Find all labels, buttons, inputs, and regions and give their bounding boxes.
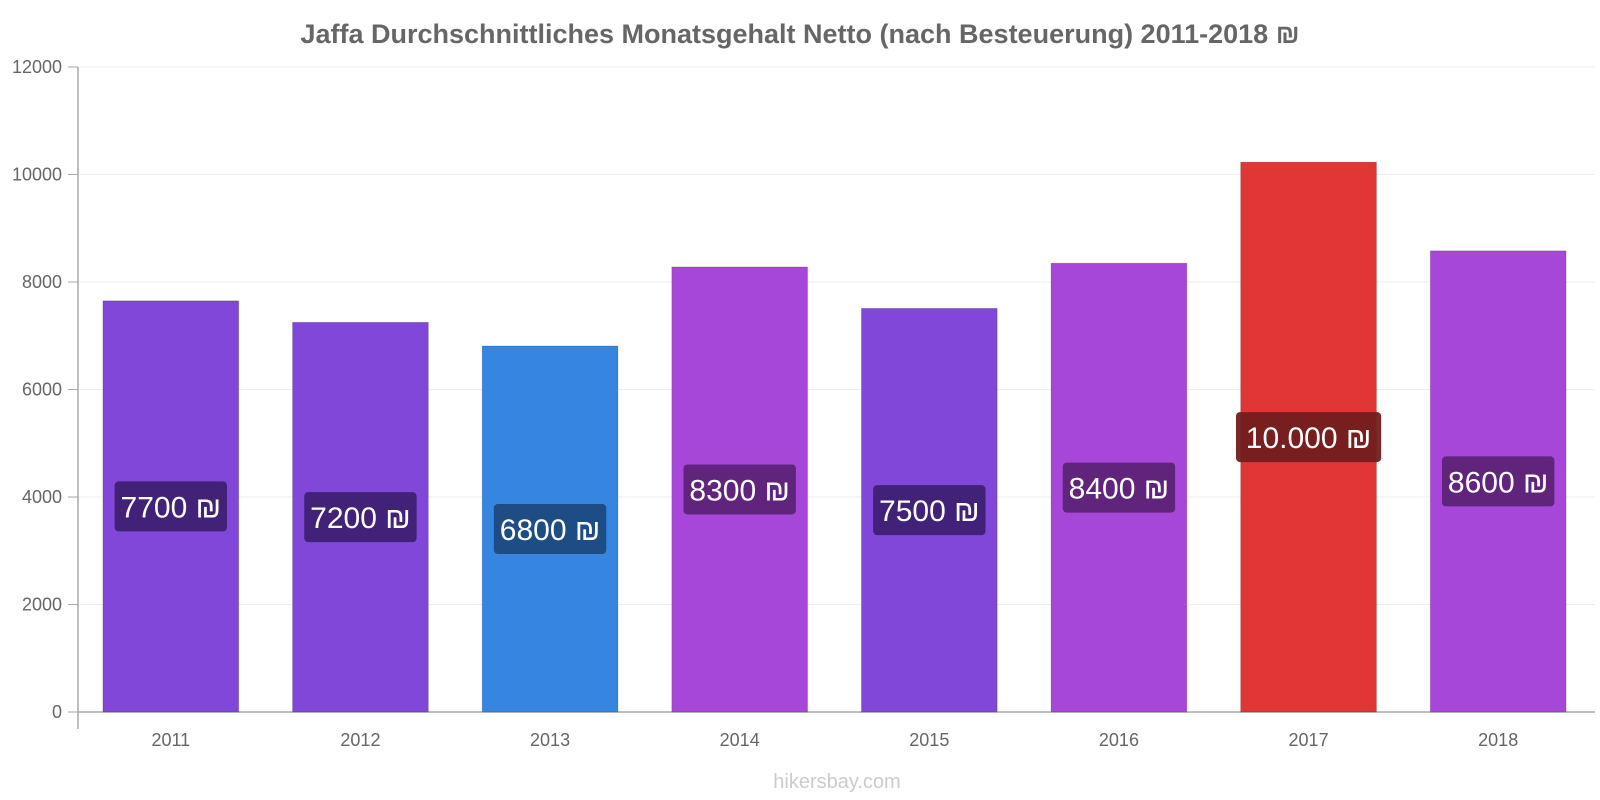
chart-title: Jaffa Durchschnittliches Monatsgehalt Ne… <box>300 19 1299 49</box>
y-tick-label: 0 <box>52 702 62 722</box>
y-tick-label: 2000 <box>22 595 62 615</box>
x-tick-label: 2014 <box>720 730 760 750</box>
data-label-box <box>683 464 796 515</box>
x-tick-label: 2018 <box>1478 730 1518 750</box>
y-tick-label: 4000 <box>22 487 62 507</box>
data-label: 7700 ₪ <box>121 491 222 524</box>
y-tick-label: 6000 <box>22 380 62 400</box>
data-label: 7200 ₪ <box>310 502 411 535</box>
data-label-box <box>1441 456 1555 507</box>
data-label: 6800 ₪ <box>500 514 601 547</box>
x-tick-label: 2011 <box>151 730 190 750</box>
x-tick-label: 2013 <box>530 730 570 750</box>
data-label: 7500 ₪ <box>879 495 980 528</box>
watermark: hikersbay.com <box>773 771 900 793</box>
x-tick-label: 2017 <box>1289 730 1329 750</box>
y-tick-label: 12000 <box>12 57 62 77</box>
data-label-box <box>114 481 228 532</box>
data-label-box <box>873 485 986 536</box>
y-tick-label: 10000 <box>12 165 62 185</box>
data-label-box <box>1235 412 1382 463</box>
data-label: 8300 ₪ <box>689 474 790 507</box>
x-tick-label: 2016 <box>1099 730 1139 750</box>
data-label: 10.000 ₪ <box>1246 422 1372 455</box>
data-label: 8600 ₪ <box>1448 466 1549 499</box>
y-tick-label: 8000 <box>22 272 62 292</box>
x-tick-label: 2012 <box>340 730 380 750</box>
data-label-box <box>1062 462 1176 513</box>
data-label: 8400 ₪ <box>1069 473 1170 506</box>
data-label-box <box>493 503 607 554</box>
x-tick-label: 2015 <box>909 730 949 750</box>
data-labels: 7700 ₪ 7200 ₪ 6800 ₪ 8300 ₪ 7500 ₪ 8400 ₪ 10.0… <box>114 412 1555 554</box>
data-label-box <box>304 492 417 543</box>
